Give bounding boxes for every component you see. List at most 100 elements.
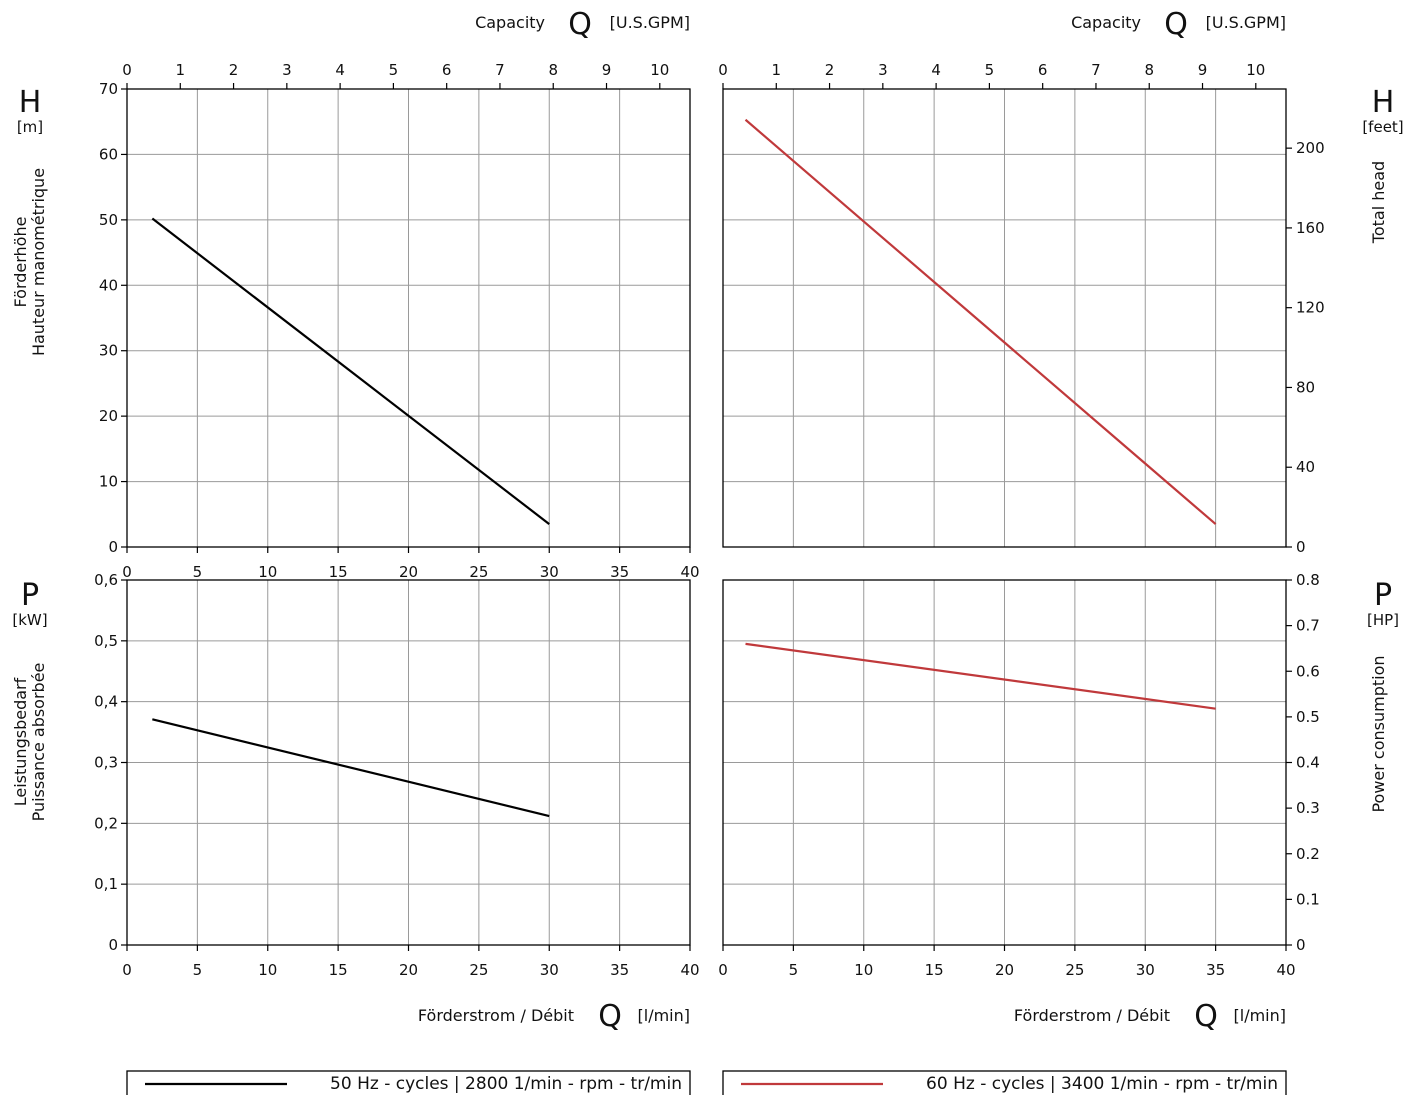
y-tick-label: 10 <box>99 473 118 491</box>
y-axis-label: Puissance absorbée <box>29 663 48 822</box>
y-tick-label: 60 <box>99 145 118 163</box>
y-axis-unit: [kW] <box>12 611 47 629</box>
x-tick-label: 40 <box>680 563 699 581</box>
x-axis-unit: [l/min] <box>1234 1006 1287 1025</box>
x-tick-label: 40 <box>680 961 699 979</box>
y-axis-symbol: P <box>1374 578 1392 613</box>
right-tick-label: 0.2 <box>1296 845 1320 863</box>
top-tick-label: 1 <box>176 61 186 79</box>
legend-box <box>126 1070 691 1095</box>
x-tick-label: 30 <box>540 961 559 979</box>
y-axis-label: Hauteur manométrique <box>29 168 48 356</box>
legend-label: 50 Hz - cycles | 2800 1/min - rpm - tr/m… <box>330 1074 682 1094</box>
y-tick-label: 0,4 <box>94 693 118 711</box>
top-tick-label: 4 <box>931 61 941 79</box>
y-tick-label: 0,3 <box>94 754 118 772</box>
x-tick-label: 15 <box>329 961 348 979</box>
y-axis-symbol: H <box>19 85 42 120</box>
y-tick-label: 0 <box>108 936 118 954</box>
y-tick-label: 0,6 <box>94 571 118 589</box>
top-axis-label: Capacity <box>1071 13 1141 32</box>
top-tick-label: 8 <box>548 61 558 79</box>
x-tick-label: 10 <box>258 563 277 581</box>
y-tick-label: 0,5 <box>94 632 118 650</box>
right-tick-label: 0.3 <box>1296 799 1320 817</box>
right-tick-label: 0.1 <box>1296 890 1320 908</box>
top-tick-label: 10 <box>1246 61 1265 79</box>
series-line-top-right <box>744 118 1217 525</box>
x-tick-label: 25 <box>469 961 488 979</box>
x-tick-label: 20 <box>399 961 418 979</box>
right-tick-label: 120 <box>1296 299 1325 317</box>
y-tick-label: 0,1 <box>94 875 118 893</box>
x-tick-label: 0 <box>718 961 728 979</box>
top-tick-label: 9 <box>1198 61 1208 79</box>
top-tick-label: 5 <box>985 61 995 79</box>
x-tick-label: 35 <box>1206 961 1225 979</box>
x-axis-unit: [l/min] <box>638 1006 691 1025</box>
right-tick-label: 0 <box>1296 936 1306 954</box>
x-axis-label: Förderstrom / Débit <box>418 1006 574 1025</box>
x-tick-label: 15 <box>925 961 944 979</box>
x-axis-label: Förderstrom / Débit <box>1014 1006 1170 1025</box>
right-tick-label: 80 <box>1296 378 1315 396</box>
x-tick-label: 25 <box>1065 961 1084 979</box>
x-tick-label: 0 <box>122 961 132 979</box>
top-tick-label: 0 <box>718 61 728 79</box>
top-axis-unit: [U.S.GPM] <box>610 13 690 32</box>
plot-frame-top-right <box>722 88 1287 548</box>
legend-label: 60 Hz - cycles | 3400 1/min - rpm - tr/m… <box>926 1074 1278 1094</box>
x-tick-label: 20 <box>995 961 1014 979</box>
top-axis-symbol: Q <box>1164 7 1188 42</box>
top-tick-label: 3 <box>282 61 292 79</box>
y-axis-unit: [m] <box>17 118 43 136</box>
top-axis-symbol: Q <box>568 7 592 42</box>
top-tick-label: 6 <box>1038 61 1048 79</box>
x-tick-label: 20 <box>399 563 418 581</box>
right-tick-label: 0.8 <box>1296 571 1320 589</box>
right-tick-label: 0.5 <box>1296 708 1320 726</box>
top-tick-label: 4 <box>335 61 345 79</box>
top-tick-label: 2 <box>229 61 239 79</box>
top-tick-label: 10 <box>650 61 669 79</box>
x-tick-label: 25 <box>469 563 488 581</box>
x-tick-label: 40 <box>1276 961 1295 979</box>
y-axis-unit: [feet] <box>1362 118 1403 136</box>
series-line-bottom-left <box>152 718 550 818</box>
top-tick-label: 1 <box>772 61 782 79</box>
y-axis-symbol: H <box>1372 85 1395 120</box>
top-tick-label: 7 <box>1091 61 1101 79</box>
top-tick-label: 7 <box>495 61 505 79</box>
right-tick-label: 200 <box>1296 139 1325 157</box>
right-tick-label: 0 <box>1296 538 1306 556</box>
right-tick-label: 0.4 <box>1296 754 1320 772</box>
top-tick-label: 8 <box>1144 61 1154 79</box>
x-tick-label: 15 <box>329 563 348 581</box>
y-tick-label: 20 <box>99 407 118 425</box>
x-tick-label: 10 <box>854 961 873 979</box>
y-axis-label: Leistungsbedarf <box>11 677 30 806</box>
right-tick-label: 0.6 <box>1296 662 1320 680</box>
series-line-bottom-right <box>745 642 1216 710</box>
top-tick-label: 6 <box>442 61 452 79</box>
top-tick-label: 9 <box>602 61 612 79</box>
y-tick-label: 30 <box>99 342 118 360</box>
top-axis-label: Capacity <box>475 13 545 32</box>
right-tick-label: 40 <box>1296 458 1315 476</box>
top-tick-label: 0 <box>122 61 132 79</box>
x-tick-label: 5 <box>193 563 203 581</box>
top-axis-unit: [U.S.GPM] <box>1206 13 1286 32</box>
x-axis-symbol: Q <box>598 999 622 1034</box>
legend-box <box>722 1070 1287 1095</box>
x-tick-label: 0 <box>122 563 132 581</box>
x-tick-label: 35 <box>610 961 629 979</box>
x-tick-label: 5 <box>193 961 203 979</box>
y-tick-label: 50 <box>99 211 118 229</box>
y-tick-label: 0,2 <box>94 814 118 832</box>
y-tick-label: 0 <box>108 538 118 556</box>
x-tick-label: 5 <box>789 961 799 979</box>
top-tick-label: 2 <box>825 61 835 79</box>
y-tick-label: 70 <box>99 80 118 98</box>
y-tick-label: 40 <box>99 276 118 294</box>
